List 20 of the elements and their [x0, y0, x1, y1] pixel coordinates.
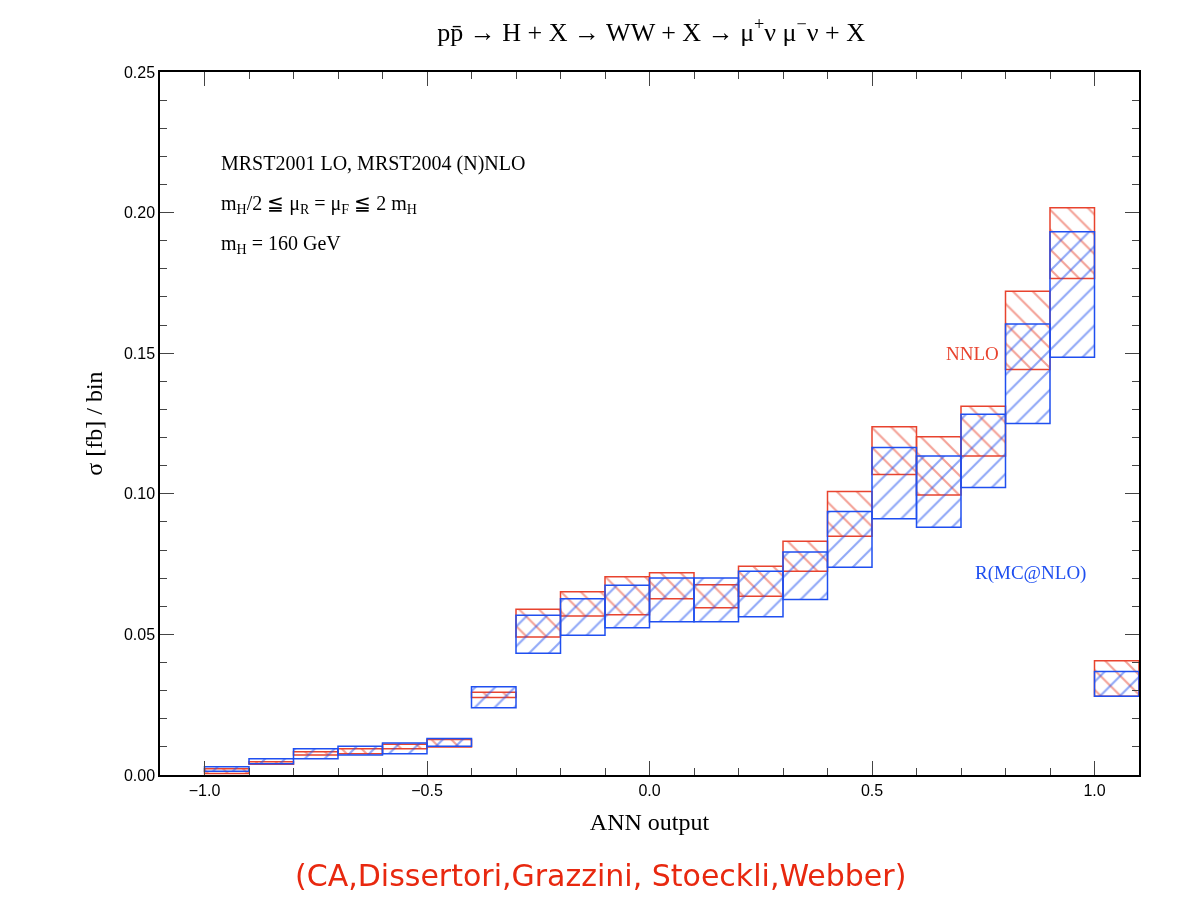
- x-tick-label: 0.5: [860, 781, 884, 799]
- y-tick-label: 0.05: [123, 626, 156, 643]
- x-tick-label: −1.0: [188, 781, 221, 799]
- y-tick-label: 0.10: [123, 485, 156, 503]
- series-label: R(MC@NLO): [975, 562, 1087, 584]
- annotation: MRST2001 LO, MRST2004 (N)NLO: [221, 152, 526, 175]
- y-tick-label: 0.15: [123, 344, 156, 362]
- x-tick-label: −0.5: [411, 781, 443, 799]
- annotation: m$_{H}$ = 160 GeV: [221, 232, 342, 258]
- y-tick-label: 0.25: [123, 63, 156, 81]
- x-tick-label: 0.0: [638, 781, 661, 799]
- y-axis-title: σ [fb] / bin: [80, 371, 107, 476]
- chart-title: pp̄ → H + X → WW + X → μ$^{+}$ν μ$^{−}$ν + X: [437, 14, 866, 48]
- y-tick-label: 0.20: [123, 204, 156, 222]
- y-tick-label: 0.00: [123, 766, 156, 784]
- x-axis-title: ANN output: [589, 808, 710, 835]
- x-tick-label: 1.0: [1083, 781, 1106, 799]
- series-label: NNLO: [946, 343, 999, 364]
- annotation: m$_{H}$/2 ≦ μ$_{R}$ = μ$_{F}$ ≦ 2 m$_{H}$: [221, 192, 417, 218]
- text: (CA,Dissertori,Grazzini, Stoeckli,Webber): [295, 858, 907, 893]
